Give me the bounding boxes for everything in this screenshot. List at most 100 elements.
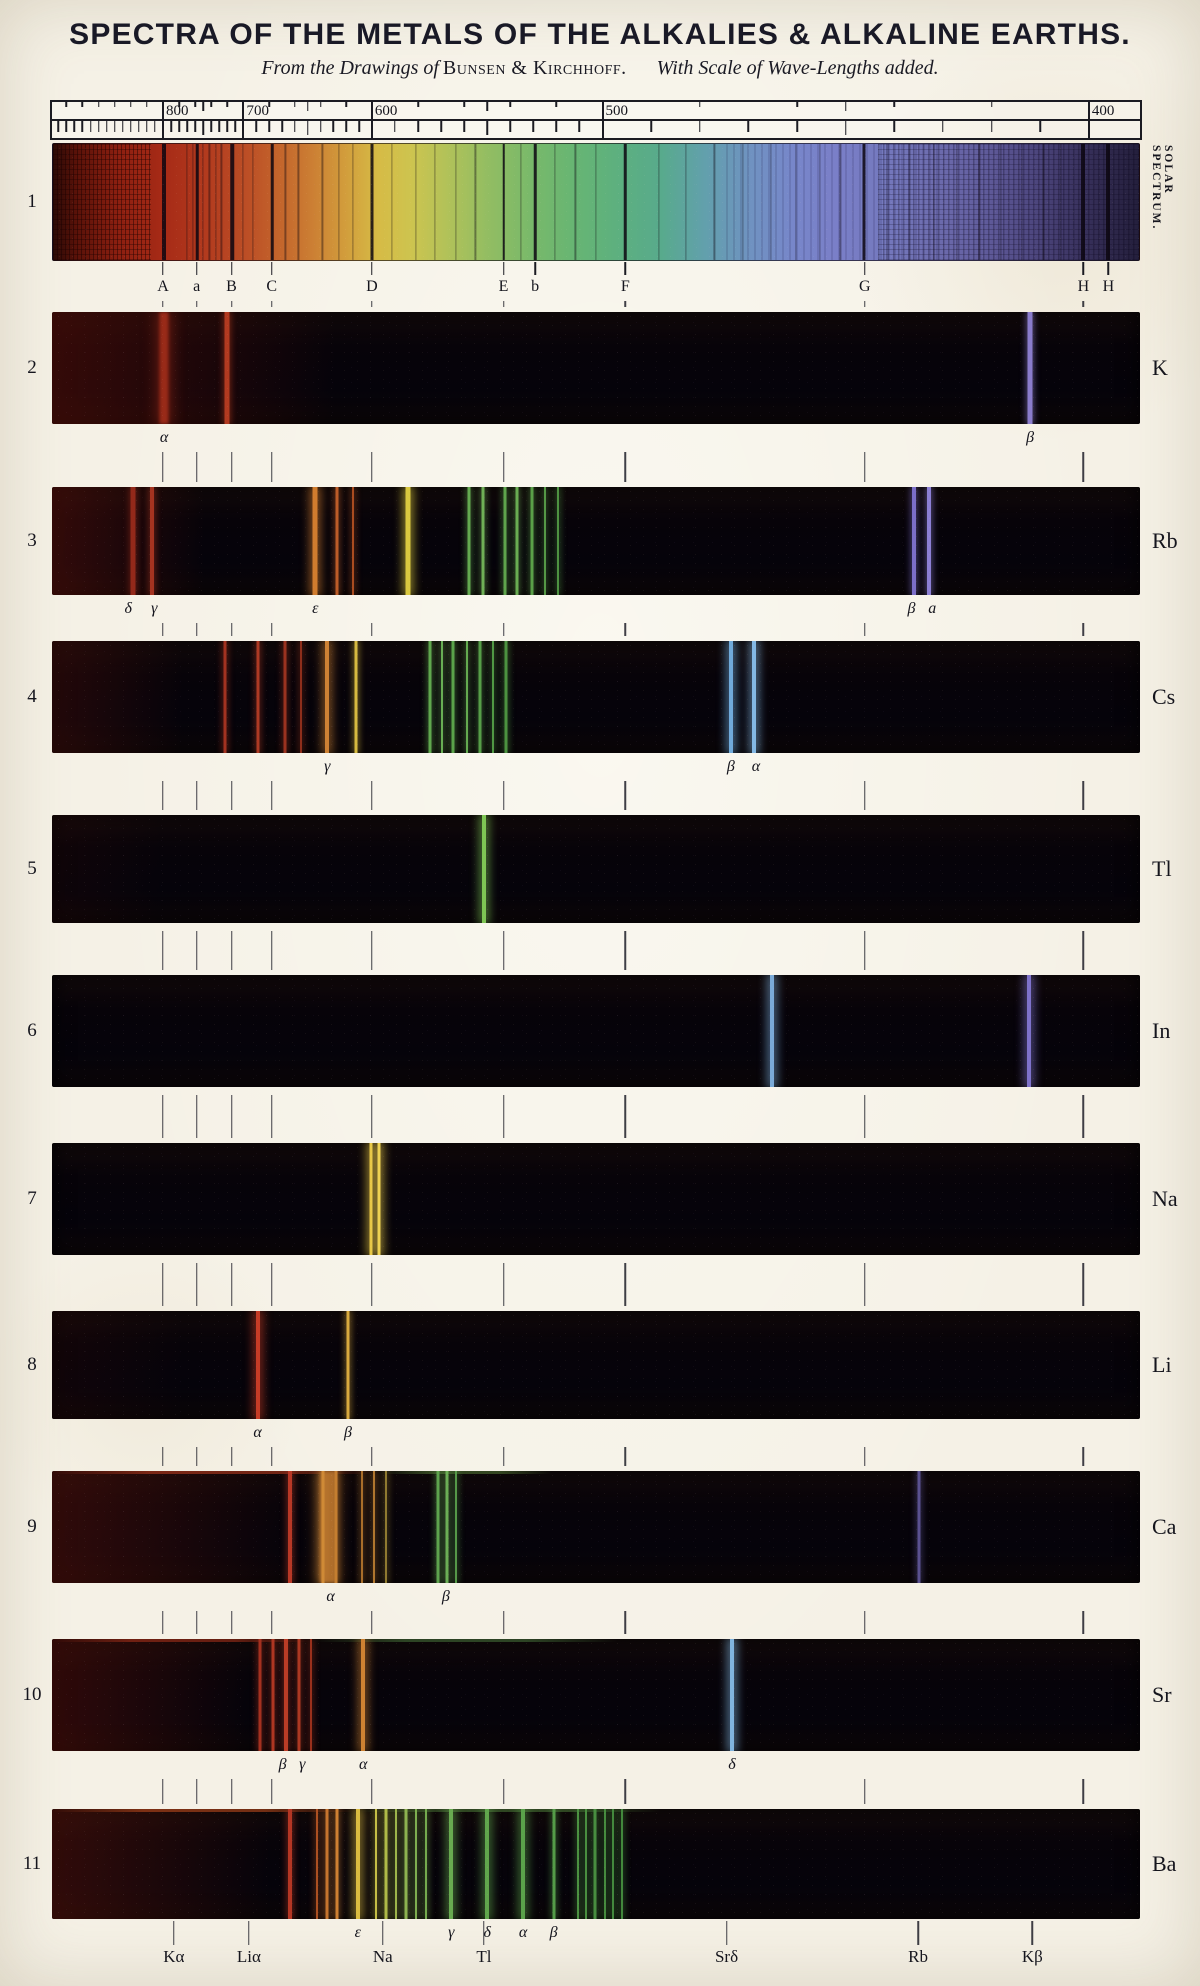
subtitle: From the Drawings of Bunsen & Kirchhoff. W… [0,57,1200,80]
guide-line [230,931,233,970]
emission-line [159,312,169,424]
guide-line [271,301,273,307]
greek-label: β [1026,429,1035,446]
guide-line [195,301,198,307]
emission-line [300,641,303,753]
emission-line [373,1471,376,1583]
guide-line [863,1447,866,1466]
guide-line [248,1921,250,1945]
guide-line [371,452,373,482]
emission-band-Tl [52,815,1140,923]
wavelength-tick [268,120,270,132]
element-label: Ba [1152,1851,1177,1876]
guide-line [483,1921,485,1945]
wavelength-tick [294,120,296,132]
fraunhofer-letter: A [157,278,169,295]
emission-line [325,1809,329,1919]
element-label: Cs [1152,684,1176,709]
greek-label: β [907,600,916,617]
top-edge-tint [378,1471,553,1474]
wavelength-tick [105,120,108,132]
wavelength-tick [486,120,488,135]
wavelength-tick [138,120,140,132]
element-label: Li [1152,1352,1172,1377]
fraunhofer-letter: B [226,278,237,295]
fraunhofer-minor-line [839,144,841,260]
bottom-label: Kβ [1021,1947,1043,1966]
wavelength-label: 500 [605,103,629,119]
guide-line [382,1921,384,1945]
element-label: K [1152,355,1168,380]
emission-line [436,1471,440,1583]
greek-label: γ [299,1756,306,1773]
wavelength-tick [170,120,172,132]
emission-line [556,487,559,595]
solar-spectrum-band [52,143,1140,261]
guide-line [271,781,273,810]
wavelength-tick [990,102,993,107]
fraunhofer-minor-line [192,144,194,260]
wavelength-tick [81,102,84,107]
fraunhofer-minor-line [455,144,457,260]
fraunhofer-minor-line [252,144,254,260]
emission-line [440,641,443,753]
guide-line [195,623,198,636]
letter-tick [534,262,536,275]
guide-line [271,1611,273,1634]
emission-line [346,1311,350,1419]
emission-line [288,1471,293,1583]
wavelength-tick [509,102,511,107]
emission-band-Sr [52,1639,1140,1751]
wavelength-tick [699,120,701,132]
fraunhofer-minor-line [1060,144,1062,260]
element-label: In [1152,1018,1171,1043]
guide-line [1082,1611,1085,1634]
bottom-label: Na [372,1947,393,1966]
wavelength-tick [345,102,347,107]
guide-line [863,452,866,482]
fraunhofer-minor-line [574,144,576,260]
element-label: Rb [1152,528,1178,553]
guide-line [624,1447,627,1466]
emission-line [271,1639,275,1751]
letter-tick [1082,262,1085,275]
emission-line [521,1809,526,1919]
bottom-label: Rb [908,1947,928,1966]
hatch-overlay-right [878,144,1139,260]
guide-line [863,623,866,636]
wavelength-tick [394,120,396,132]
emission-line [377,1143,381,1255]
fraunhofer-minor-line [770,144,772,260]
emission-band-Na [52,1143,1140,1255]
emission-line [530,487,534,595]
guide-line [1082,931,1085,970]
red-continuum-overlay [52,641,1140,753]
greek-label: α [159,429,169,446]
greek-label: β [726,758,735,775]
fraunhofer-letter: C [266,278,278,295]
guide-line [195,1611,198,1634]
guide-line [371,931,373,970]
element-label: Sr [1152,1682,1172,1707]
wavelength-scale-ruler: 800 700 600 500 400 [50,100,1142,140]
guide-line [1082,301,1085,307]
greek-label: δ [124,600,132,617]
guide-line [502,1263,505,1306]
guide-line [624,781,627,810]
fraunhofer-minor-line [595,144,597,260]
greek-label: α [751,758,761,775]
fraunhofer-line [1105,144,1110,260]
wavelength-tick [319,102,322,107]
guide-line [624,1263,627,1306]
wavelength-tick [990,120,993,132]
guide-line [271,623,273,636]
emission-line [224,312,230,424]
wavelength-label: 700 [246,103,269,119]
wavelength-tick [234,120,237,132]
row-number: 1 [27,191,37,212]
subtitle-part1: From the Drawings of [261,57,439,79]
wavelength-tick [146,120,148,132]
emission-line [491,641,494,753]
wavelength-tick [1087,102,1090,119]
fraunhofer-letter: a [193,278,201,295]
